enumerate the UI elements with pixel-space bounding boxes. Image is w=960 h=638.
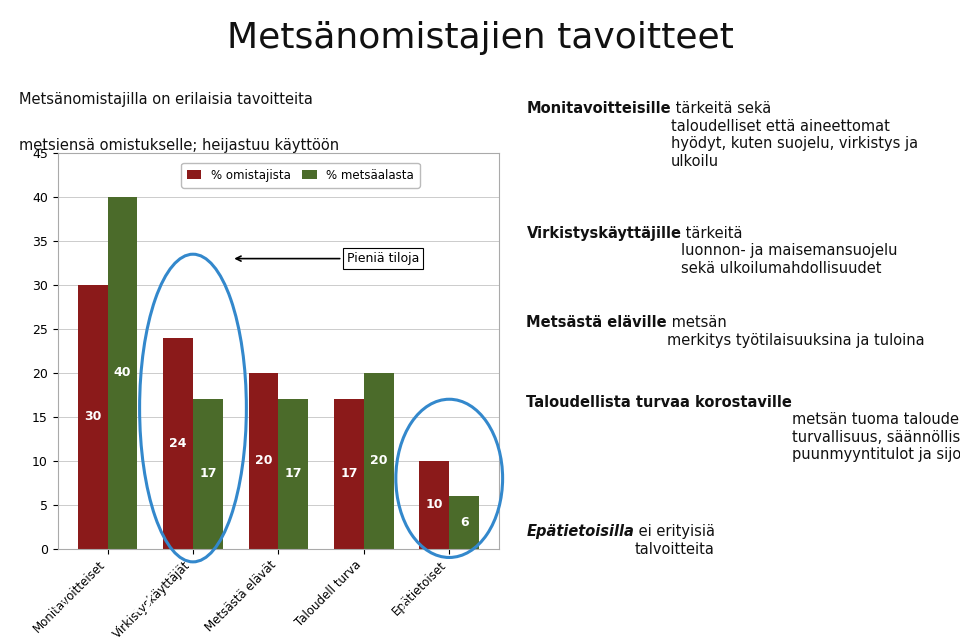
- Text: 40: 40: [114, 366, 132, 380]
- Bar: [364, 373, 394, 549]
- Text: metsän tuoma taloudellinen
turvallisuus, säännölliset
puunmyyntitulot ja sijoitu: metsän tuoma taloudellinen turvallisuus,…: [792, 395, 960, 463]
- Text: 17: 17: [284, 468, 302, 480]
- Bar: [449, 496, 479, 549]
- Text: metsän
merkitys työtilaisuuksina ja tuloina: metsän merkitys työtilaisuuksina ja tulo…: [667, 315, 924, 348]
- Bar: [78, 285, 108, 549]
- Bar: [163, 338, 193, 549]
- Text: Metsä   Tieto   Osaaminen   Hyvinvointi: Metsä Tieto Osaaminen Hyvinvointi: [344, 599, 616, 613]
- Text: ei erityisiä
talvoitteita: ei erityisiä talvoitteita: [635, 524, 715, 557]
- Text: 17: 17: [199, 468, 217, 480]
- Text: Metsänomistajilla on erilaisia tavoitteita: Metsänomistajilla on erilaisia tavoittei…: [19, 92, 313, 107]
- Bar: [334, 399, 364, 549]
- Bar: [278, 399, 308, 549]
- Text: Metsänomistajien tavoitteet: Metsänomistajien tavoitteet: [227, 21, 733, 56]
- Text: Metsästä eläville: Metsästä eläville: [526, 315, 667, 330]
- Text: 27.5.2011: 27.5.2011: [29, 600, 92, 612]
- Bar: [420, 461, 449, 549]
- Text: 24: 24: [169, 436, 187, 450]
- Text: 17: 17: [340, 468, 358, 480]
- Text: tärkeitä sekä
taloudelliset että aineettomat
hyödyt, kuten suojelu, virkistys ja: tärkeitä sekä taloudelliset että aineett…: [671, 101, 918, 168]
- Text: 30: 30: [84, 410, 102, 424]
- Text: Monitavoitteisille: Monitavoitteisille: [526, 101, 671, 117]
- Text: 8: 8: [921, 597, 931, 615]
- Text: 20: 20: [370, 454, 388, 467]
- Bar: [193, 399, 223, 549]
- Text: Virkistyskäyttäjille: Virkistyskäyttäjille: [526, 226, 682, 241]
- Text: Pieniä tiloja: Pieniä tiloja: [236, 252, 420, 265]
- Text: Epätietoisilla: Epätietoisilla: [526, 524, 635, 540]
- Text: metsiensä omistukselle; heijastuu käyttöön: metsiensä omistukselle; heijastuu käyttö…: [19, 138, 339, 153]
- Text: tärkeitä
luonnon- ja maisemansuojelu
sekä ulkoilumahdollisuudet: tärkeitä luonnon- ja maisemansuojelu sek…: [682, 226, 898, 276]
- Text: 6: 6: [460, 516, 468, 529]
- Bar: [108, 197, 137, 549]
- Text: 20: 20: [254, 454, 273, 467]
- Legend: % omistajista, % metsäalasta: % omistajista, % metsäalasta: [181, 163, 420, 188]
- Text: 10: 10: [425, 498, 443, 511]
- Text: METLA: METLA: [95, 596, 174, 616]
- Bar: [249, 373, 278, 549]
- Text: Taloudellista turvaa korostaville: Taloudellista turvaa korostaville: [526, 395, 792, 410]
